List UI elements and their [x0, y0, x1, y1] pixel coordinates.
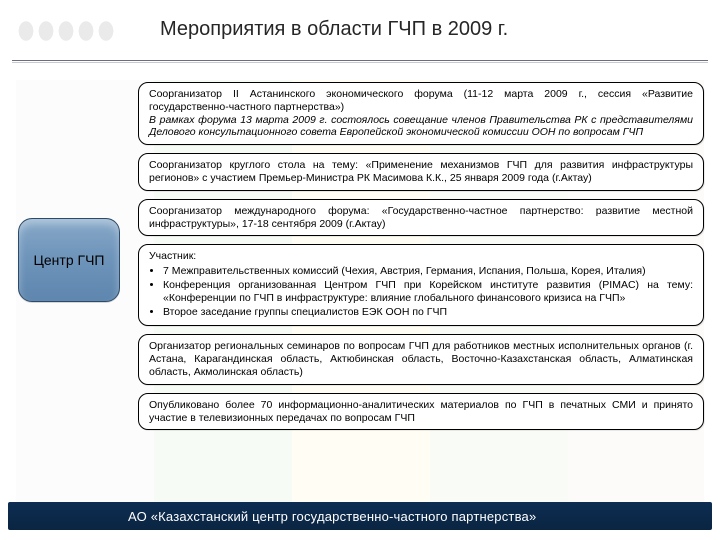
card-international-forum: Соорганизатор международного форума: «Го… — [138, 199, 704, 237]
card-lead: Участник: — [149, 250, 196, 262]
card-text: Организатор региональных семинаров по во… — [149, 340, 693, 378]
card-column: Соорганизатор II Астанинского экономичес… — [138, 82, 704, 438]
card-roundtable: Соорганизатор круглого стола на тему: «П… — [138, 153, 704, 191]
center-node-label: Центр ГЧП — [34, 252, 105, 269]
logo-placeholder — [12, 14, 117, 48]
center-node-ppp: Центр ГЧП — [18, 218, 120, 302]
card-bullet-list: 7 Межправительственных комиссий (Чехия, … — [163, 265, 693, 318]
card-bullet: 7 Межправительственных комиссий (Чехия, … — [163, 265, 693, 278]
card-text: Соорганизатор круглого стола на тему: «П… — [149, 159, 693, 184]
header-divider — [12, 60, 708, 63]
footer-bar: АО «Казахстанский центр государственно-ч… — [8, 502, 712, 530]
card-regional-seminars: Организатор региональных семинаров по во… — [138, 334, 704, 384]
footer-text: АО «Казахстанский центр государственно-ч… — [128, 509, 536, 524]
card-astana-forum: Соорганизатор II Астанинского экономичес… — [138, 82, 704, 145]
page-title: Мероприятия в области ГЧП в 2009 г. — [160, 18, 700, 41]
card-bullet: Конференция организованная Центром ГЧП п… — [163, 279, 693, 305]
card-publications: Опубликовано более 70 информационно-анал… — [138, 393, 704, 431]
card-participant: Участник: 7 Межправительственных комисси… — [138, 244, 704, 326]
card-text: Соорганизатор международного форума: «Го… — [149, 205, 693, 230]
card-text: Опубликовано более 70 информационно-анал… — [149, 399, 693, 424]
card-bullet: Второе заседание группы специалистов ЕЭК… — [163, 306, 693, 319]
card-subtext-italic: В рамках форума 13 марта 2009 г. состоял… — [149, 114, 693, 139]
card-text: Соорганизатор II Астанинского экономичес… — [149, 88, 693, 113]
